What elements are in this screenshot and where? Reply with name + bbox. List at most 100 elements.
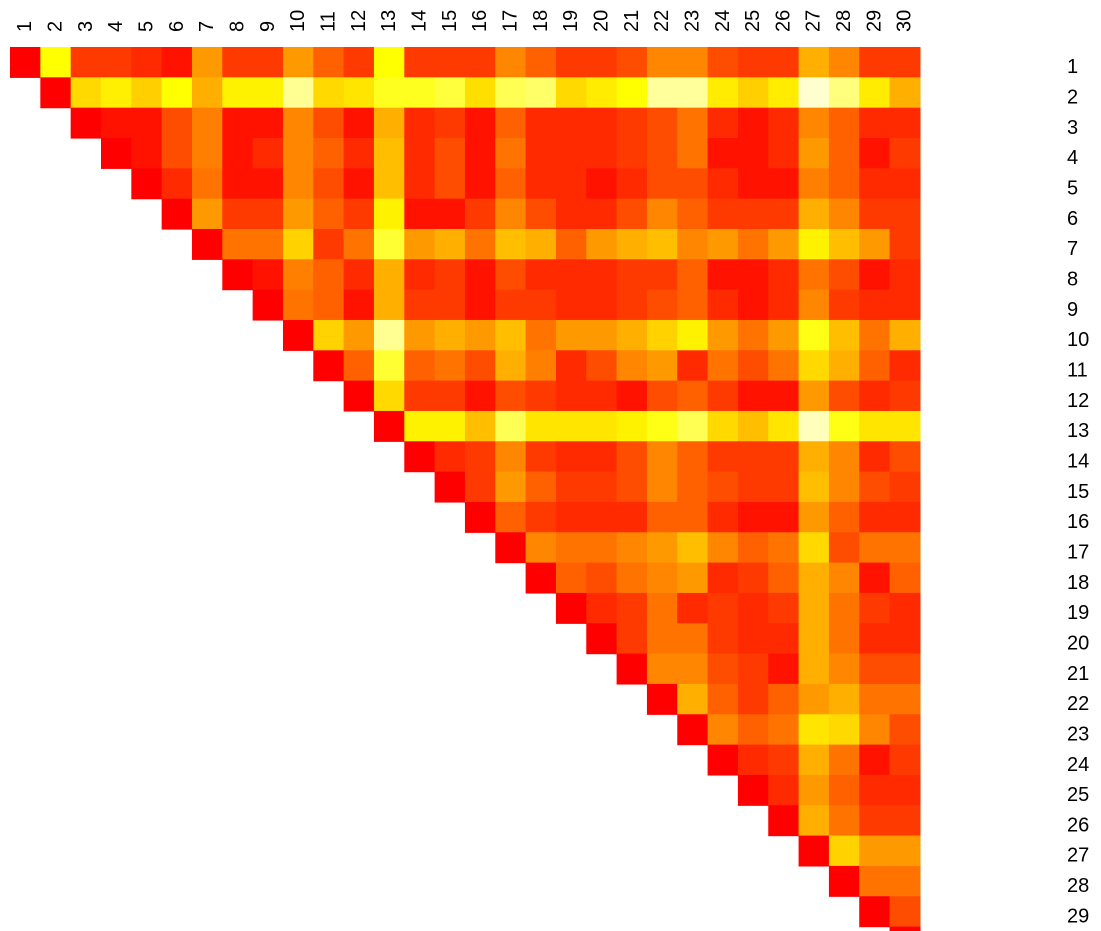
y-tick-label: 3: [1067, 117, 1078, 139]
heatmap-cell-18-29: [859, 562, 891, 594]
heatmap-cell-16-16: [464, 501, 496, 533]
x-tick-label: 4: [105, 21, 127, 32]
x-tick-label: 24: [712, 10, 734, 32]
heatmap-cell-10-19: [555, 319, 587, 351]
heatmap-cell-1-22: [646, 47, 678, 78]
heatmap-cell-7-9: [252, 228, 284, 260]
heatmap-cell-14-29: [859, 441, 891, 473]
heatmap-cell-7-7: [191, 228, 223, 260]
heatmap-cell-24-30: [889, 744, 921, 776]
heatmap-cell-23-26: [768, 714, 800, 746]
heatmap-cell-4-12: [343, 137, 375, 169]
heatmap-cell-3-16: [464, 107, 496, 139]
heatmap-cell-6-29: [859, 198, 891, 230]
heatmap-cell-24-25: [737, 744, 769, 776]
heatmap-cell-20-22: [646, 623, 678, 655]
heatmap-cell-10-13: [373, 319, 405, 351]
x-tick-label: 2: [44, 21, 66, 32]
heatmap-cell-1-17: [495, 47, 527, 78]
heatmap-cell-13-21: [616, 410, 648, 442]
heatmap-cell-21-26: [768, 653, 800, 685]
x-tick-label: 28: [833, 10, 855, 32]
heatmap-cell-23-23: [677, 714, 709, 746]
heatmap-cell-20-26: [768, 623, 800, 655]
heatmap-cell-7-28: [828, 228, 860, 260]
heatmap-cell-1-10: [282, 47, 314, 78]
heatmap-cell-23-25: [737, 714, 769, 746]
heatmap-cell-6-13: [373, 198, 405, 230]
heatmap-cell-6-16: [464, 198, 496, 230]
heatmap-cell-20-27: [798, 623, 830, 655]
heatmap-cell-3-4: [100, 107, 132, 139]
heatmap-cell-6-23: [677, 198, 709, 230]
y-tick-label: 17: [1067, 541, 1089, 563]
heatmap-cell-2-27: [798, 77, 830, 109]
heatmap-cell-1-15: [434, 47, 466, 78]
heatmap-cell-11-13: [373, 350, 405, 382]
heatmap-cell-14-23: [677, 441, 709, 473]
heatmap-cell-18-25: [737, 562, 769, 594]
heatmap-cell-4-23: [677, 137, 709, 169]
heatmap-cell-11-28: [828, 350, 860, 382]
heatmap-cell-4-27: [798, 137, 830, 169]
heatmap-cell-5-19: [555, 168, 587, 200]
x-tick-label: 1: [14, 21, 36, 32]
heatmap-cell-8-27: [798, 259, 830, 291]
heatmap-cell-20-20: [586, 623, 618, 655]
heatmap-cell-11-26: [768, 350, 800, 382]
y-tick-label: 9: [1067, 299, 1078, 321]
heatmap-cell-1-6: [161, 47, 193, 78]
heatmap-cell-1-7: [191, 47, 223, 78]
heatmap-cell-15-15: [434, 471, 466, 503]
heatmap-cell-13-19: [555, 410, 587, 442]
heatmap-cell-3-22: [646, 107, 678, 139]
heatmap-cell-5-29: [859, 168, 891, 200]
heatmap-cell-15-17: [495, 471, 527, 503]
heatmap-cell-4-20: [586, 137, 618, 169]
heatmap-cell-16-23: [677, 501, 709, 533]
heatmap-cell-6-14: [404, 198, 436, 230]
heatmap-cell-4-5: [131, 137, 163, 169]
heatmap-cell-27-28: [828, 835, 860, 867]
heatmap-cell-1-25: [737, 47, 769, 78]
heatmap-cell-10-29: [859, 319, 891, 351]
heatmap-cell-7-20: [586, 228, 618, 260]
heatmap-cell-2-26: [768, 77, 800, 109]
heatmap-cell-9-21: [616, 289, 648, 321]
heatmap-cell-13-29: [859, 410, 891, 442]
heatmap-cell-12-13: [373, 380, 405, 412]
heatmap-cell-21-27: [798, 653, 830, 685]
heatmap-cell-19-21: [616, 592, 648, 624]
heatmap-cell-5-17: [495, 168, 527, 200]
heatmap-cell-10-18: [525, 319, 557, 351]
heatmap-cell-17-19: [555, 532, 587, 564]
y-tick-label: 15: [1067, 481, 1089, 503]
heatmap-cell-23-30: [889, 714, 921, 746]
heatmap-cell-3-24: [707, 107, 739, 139]
heatmap-cell-10-12: [343, 319, 375, 351]
heatmap-cell-5-28: [828, 168, 860, 200]
heatmap-cell-16-22: [646, 501, 678, 533]
heatmap-cell-4-30: [889, 137, 921, 169]
heatmap-cell-3-8: [222, 107, 254, 139]
heatmap-cell-6-19: [555, 198, 587, 230]
heatmap-cell-7-18: [525, 228, 557, 260]
heatmap-cell-5-26: [768, 168, 800, 200]
heatmap-cell-18-23: [677, 562, 709, 594]
y-tick-label: 29: [1067, 905, 1089, 927]
heatmap-cell-14-20: [586, 441, 618, 473]
heatmap-cell-5-30: [889, 168, 921, 200]
heatmap-cell-25-27: [798, 774, 830, 806]
heatmap-cell-5-13: [373, 168, 405, 200]
heatmap-cell-1-13: [373, 47, 405, 78]
heatmap-cell-17-27: [798, 532, 830, 564]
heatmap-cell-13-25: [737, 410, 769, 442]
x-tick-label: 5: [135, 21, 157, 32]
y-tick-label: 25: [1067, 784, 1089, 806]
heatmap-cell-19-26: [768, 592, 800, 624]
heatmap-cell-25-29: [859, 774, 891, 806]
heatmap-cell-17-17: [495, 532, 527, 564]
heatmap-cell-6-10: [282, 198, 314, 230]
heatmap-cell-20-21: [616, 623, 648, 655]
heatmap-cell-18-21: [616, 562, 648, 594]
